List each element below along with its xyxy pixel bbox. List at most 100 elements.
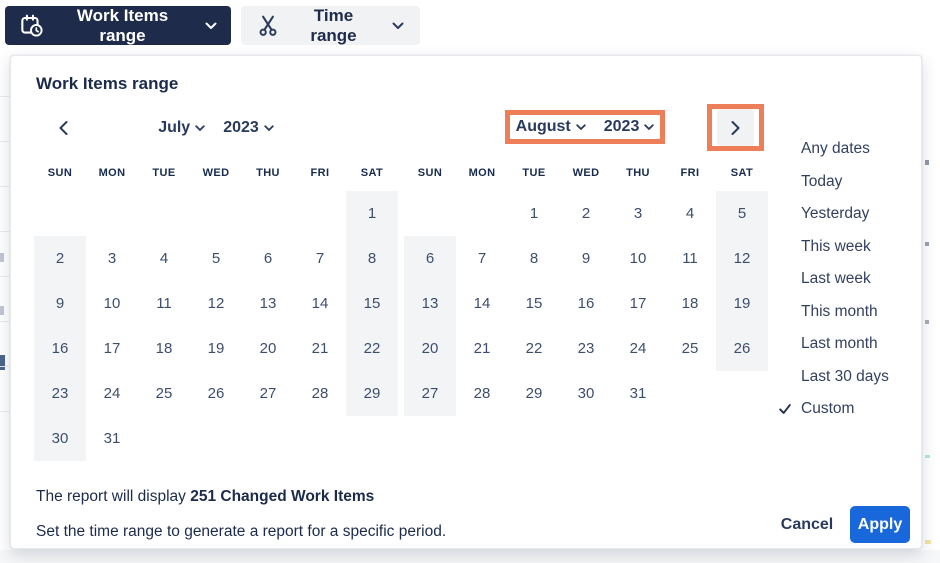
date-cell-july-13[interactable]: 13: [259, 295, 277, 312]
date-cell-august-15[interactable]: 15: [525, 295, 543, 312]
date-cell-august-25[interactable]: 25: [681, 340, 699, 357]
month-label: July: [158, 119, 191, 136]
date-cell-august-13[interactable]: 13: [404, 281, 456, 326]
date-cell-july-22[interactable]: 22: [346, 326, 398, 371]
date-cell-august-2[interactable]: 2: [581, 205, 591, 222]
date-cell-august-18[interactable]: 18: [681, 295, 699, 312]
date-cell-july-12[interactable]: 12: [207, 295, 225, 312]
preset-custom[interactable]: Custom: [778, 393, 918, 426]
month-select[interactable]: August: [516, 118, 586, 136]
date-cell-august-23[interactable]: 23: [577, 340, 595, 357]
background-fragment: [925, 160, 929, 165]
date-cell-july-17[interactable]: 17: [103, 340, 121, 357]
report-summary: The report will display 251 Changed Work…: [36, 488, 374, 506]
date-cell-august-24[interactable]: 24: [629, 340, 647, 357]
preset-today[interactable]: Today: [778, 166, 918, 199]
preset-range-list: Any dates Today Yesterday This week Last wee…: [778, 133, 918, 426]
chevron-down-icon: [205, 22, 217, 30]
date-cell-july-9[interactable]: 9: [34, 281, 86, 326]
date-cell-august-27[interactable]: 27: [404, 371, 456, 416]
date-cell-august-20[interactable]: 20: [404, 326, 456, 371]
date-cell-july-6[interactable]: 6: [263, 250, 273, 267]
date-cell-august-1[interactable]: 1: [529, 205, 539, 222]
date-cell-july-14[interactable]: 14: [311, 295, 329, 312]
date-cell-july-30[interactable]: 30: [34, 416, 86, 461]
date-cell-july-4[interactable]: 4: [159, 250, 169, 267]
date-cell-august-4[interactable]: 4: [685, 205, 695, 222]
year-select[interactable]: 2023: [604, 118, 655, 136]
date-cell-august-3[interactable]: 3: [633, 205, 643, 222]
background-fragment: [0, 141, 9, 142]
date-cell-august-7[interactable]: 7: [477, 250, 487, 267]
date-cell-july-28[interactable]: 28: [311, 385, 329, 402]
time-range-button[interactable]: Time range: [241, 6, 420, 45]
date-cell-august-26[interactable]: 26: [716, 326, 768, 371]
date-cell-july-23[interactable]: 23: [34, 371, 86, 416]
date-cell-july-29[interactable]: 29: [346, 371, 398, 416]
date-cell-july-24[interactable]: 24: [103, 385, 121, 402]
date-cell-august-28[interactable]: 28: [473, 385, 491, 402]
preset-last-week[interactable]: Last week: [778, 263, 918, 296]
date-cell-august-30[interactable]: 30: [577, 385, 595, 402]
date-cell-july-5[interactable]: 5: [211, 250, 221, 267]
date-cell-july-18[interactable]: 18: [155, 340, 173, 357]
day-header-wed: WED: [572, 167, 600, 179]
scissors-icon: [257, 15, 279, 37]
month-select[interactable]: July: [158, 119, 205, 137]
time-range-label: Time range: [310, 5, 357, 45]
date-cell-july-11[interactable]: 11: [156, 295, 172, 312]
preset-any-dates[interactable]: Any dates: [778, 133, 918, 166]
date-cell-august-10[interactable]: 10: [629, 250, 647, 267]
next-month-button[interactable]: [717, 109, 754, 146]
year-label: 2023: [223, 119, 259, 136]
date-cell-august-12[interactable]: 12: [716, 236, 768, 281]
date-cell-august-17[interactable]: 17: [629, 295, 647, 312]
date-cell-july-1[interactable]: 1: [346, 191, 398, 236]
date-cell-july-16[interactable]: 16: [34, 326, 86, 371]
chevron-down-icon: [392, 22, 404, 30]
report-summary-prefix: The report will display: [36, 488, 191, 505]
date-cell-july-2[interactable]: 2: [34, 236, 86, 281]
empty-cell: [456, 191, 508, 236]
date-cell-july-15[interactable]: 15: [346, 281, 398, 326]
date-cell-august-21[interactable]: 21: [473, 340, 491, 357]
date-cell-july-10[interactable]: 10: [103, 295, 121, 312]
date-cell-august-8[interactable]: 8: [529, 250, 539, 267]
date-cell-august-16[interactable]: 16: [577, 295, 595, 312]
date-cell-august-31[interactable]: 31: [629, 385, 647, 402]
date-cell-august-5[interactable]: 5: [716, 191, 768, 236]
chevron-down-icon: [195, 119, 205, 137]
background-fragment: [0, 550, 940, 563]
date-cell-july-7[interactable]: 7: [315, 250, 325, 267]
empty-cell: [190, 191, 242, 236]
date-cell-july-3[interactable]: 3: [107, 250, 117, 267]
date-cell-august-19[interactable]: 19: [716, 281, 768, 326]
date-cell-july-20[interactable]: 20: [259, 340, 277, 357]
preset-this-month[interactable]: This month: [778, 296, 918, 329]
preset-last-30-days[interactable]: Last 30 days: [778, 361, 918, 394]
date-cell-july-27[interactable]: 27: [259, 385, 277, 402]
date-cell-july-19[interactable]: 19: [207, 340, 225, 357]
date-cell-july-21[interactable]: 21: [311, 340, 329, 357]
right-month-header: August 2023: [516, 118, 655, 136]
date-cell-july-26[interactable]: 26: [207, 385, 225, 402]
date-cell-july-31[interactable]: 31: [103, 430, 121, 447]
date-cell-august-29[interactable]: 29: [525, 385, 543, 402]
date-cell-august-6[interactable]: 6: [404, 236, 456, 281]
apply-button[interactable]: Apply: [850, 506, 910, 543]
year-select[interactable]: 2023: [223, 119, 274, 137]
date-cell-august-22[interactable]: 22: [525, 340, 543, 357]
cancel-button[interactable]: Cancel: [778, 511, 836, 539]
day-headers: SUN MON TUE WED THU FRI SAT: [404, 161, 768, 185]
preset-this-week[interactable]: This week: [778, 231, 918, 264]
previous-month-button[interactable]: [51, 116, 75, 140]
date-cell-august-11[interactable]: 11: [682, 250, 698, 267]
date-cell-july-8[interactable]: 8: [346, 236, 398, 281]
preset-yesterday[interactable]: Yesterday: [778, 198, 918, 231]
day-header-mon: MON: [468, 167, 496, 179]
date-cell-august-9[interactable]: 9: [581, 250, 591, 267]
date-cell-july-25[interactable]: 25: [155, 385, 173, 402]
date-cell-august-14[interactable]: 14: [473, 295, 491, 312]
preset-last-month[interactable]: Last month: [778, 328, 918, 361]
work-items-range-button[interactable]: Work Items range: [5, 6, 231, 45]
